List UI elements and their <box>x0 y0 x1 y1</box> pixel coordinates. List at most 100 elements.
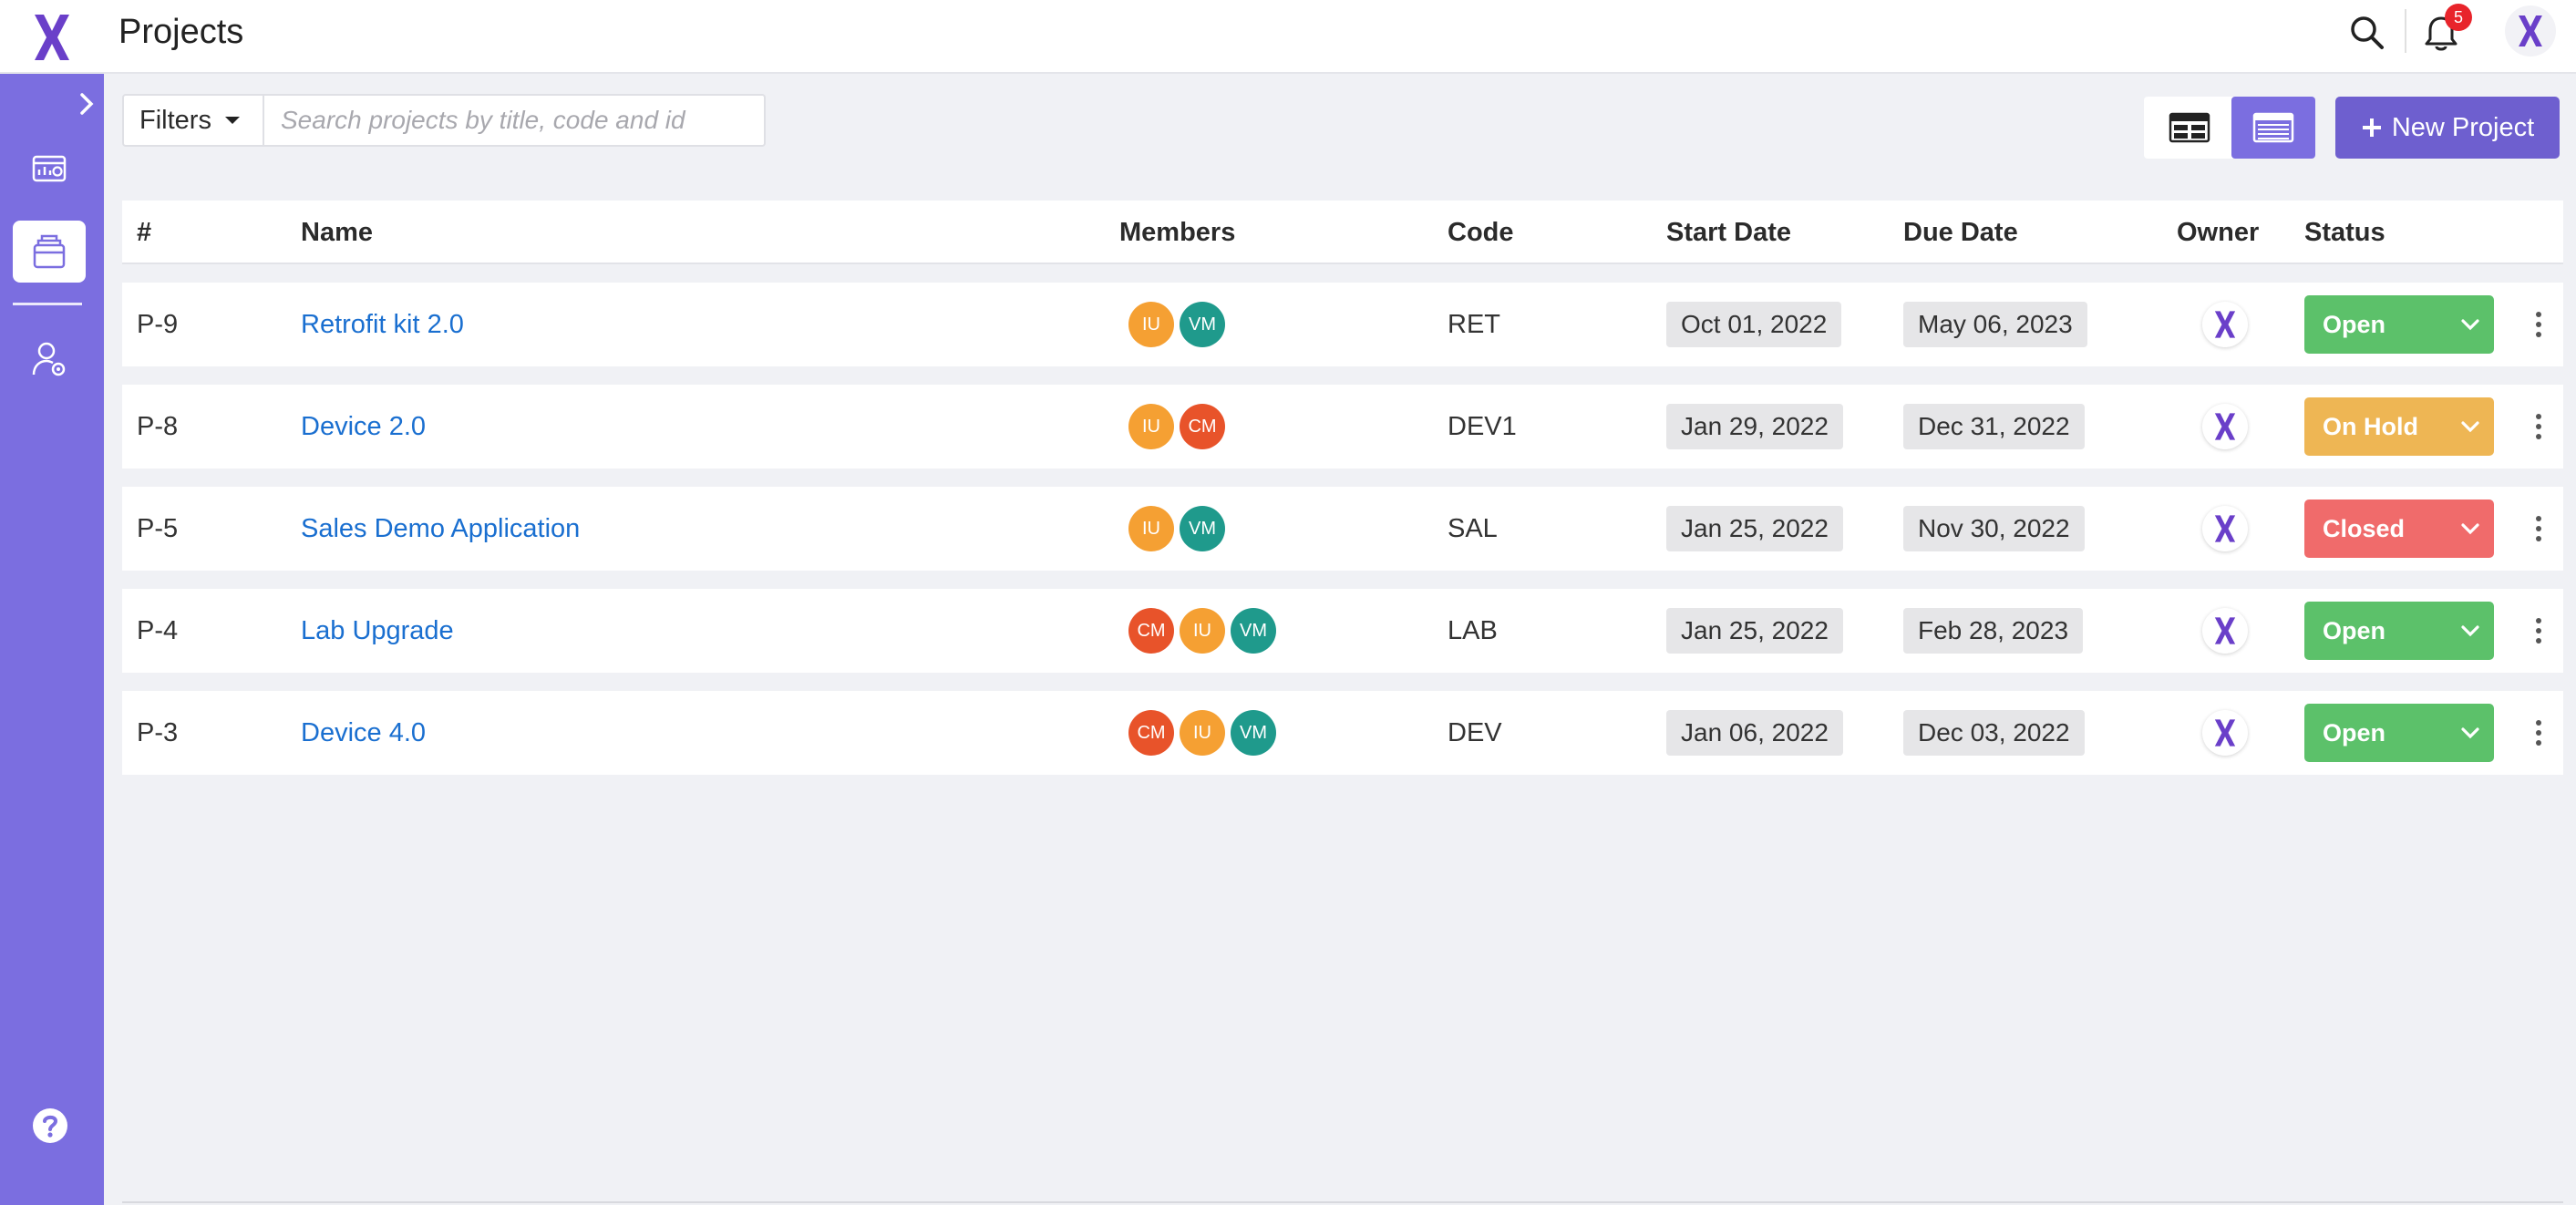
column-status[interactable]: Status <box>2304 218 2385 247</box>
status-label: Open <box>2323 616 2386 644</box>
project-name-link[interactable]: Sales Demo Application <box>301 513 581 543</box>
status-label: Closed <box>2323 514 2406 542</box>
status-dropdown[interactable]: Open <box>2304 704 2494 762</box>
column-code[interactable]: Code <box>1448 218 1514 247</box>
app-logo[interactable] <box>0 0 104 74</box>
column-start-date[interactable]: Start Date <box>1666 218 1791 247</box>
members-list: IU VM <box>1128 283 1225 366</box>
search-button[interactable] <box>2347 13 2387 53</box>
owner-avatar[interactable] <box>2202 404 2248 449</box>
owner-cell <box>2202 691 2248 775</box>
status-cell: Open <box>2304 283 2494 366</box>
project-name-link[interactable]: Lab Upgrade <box>301 615 454 645</box>
user-settings-icon <box>32 342 66 376</box>
member-avatar[interactable]: VM <box>1180 302 1225 347</box>
project-code: LAB <box>1448 615 1498 645</box>
chevron-down-icon <box>2461 421 2479 433</box>
project-code: DEV <box>1448 717 1502 747</box>
owner-avatar[interactable] <box>2202 506 2248 551</box>
user-avatar[interactable] <box>2505 5 2556 57</box>
column-owner[interactable]: Owner <box>2177 218 2260 247</box>
column-name[interactable]: Name <box>301 218 373 247</box>
sidebar-item-users[interactable] <box>13 328 86 390</box>
status-cell: On Hold <box>2304 385 2494 469</box>
table-row[interactable]: P-4 Lab Upgrade CM IU VM LAB Jan 25, 2022 … <box>122 589 2563 673</box>
due-date: May 06, 2023 <box>1903 302 2087 347</box>
owner-avatar[interactable] <box>2202 302 2248 347</box>
more-vertical-icon <box>2536 312 2541 337</box>
sidebar-item-dashboard[interactable] <box>13 138 86 200</box>
project-id: P-8 <box>137 411 179 441</box>
member-avatar[interactable]: CM <box>1128 710 1174 756</box>
list-view-button[interactable] <box>2231 97 2315 159</box>
due-date-cell: Feb 28, 2023 <box>1903 589 2084 673</box>
member-avatar[interactable]: VM <box>1231 710 1276 756</box>
member-avatar[interactable]: IU <box>1128 506 1174 551</box>
x-logo-icon <box>2214 515 2236 542</box>
member-avatar[interactable]: VM <box>1231 608 1276 654</box>
help-button[interactable] <box>31 1107 69 1145</box>
members-list: IU CM <box>1128 385 1225 469</box>
status-dropdown[interactable]: Closed <box>2304 500 2494 558</box>
new-project-button[interactable]: New Project <box>2335 97 2560 159</box>
more-vertical-icon <box>2536 618 2541 644</box>
page-title: Projects <box>118 13 244 51</box>
row-menu-button[interactable] <box>2525 487 2552 571</box>
due-date-cell: Nov 30, 2022 <box>1903 487 2085 571</box>
member-avatar[interactable]: IU <box>1180 608 1225 654</box>
view-toggle <box>2144 97 2315 159</box>
filters-button[interactable]: Filters <box>122 94 264 147</box>
start-date: Jan 25, 2022 <box>1666 608 1843 654</box>
table-header: # Name Members Code Start Date Due Date … <box>122 201 2563 264</box>
column-members[interactable]: Members <box>1119 218 1236 247</box>
row-menu-button[interactable] <box>2525 283 2552 366</box>
members-list: CM IU VM <box>1128 691 1276 775</box>
notification-badge: 5 <box>2445 4 2472 31</box>
search-input[interactable] <box>264 94 766 147</box>
start-date: Oct 01, 2022 <box>1666 302 1842 347</box>
owner-avatar[interactable] <box>2202 710 2248 756</box>
owner-cell <box>2202 283 2248 366</box>
status-dropdown[interactable]: Open <box>2304 295 2494 354</box>
status-dropdown[interactable]: On Hold <box>2304 397 2494 456</box>
project-name-link[interactable]: Device 4.0 <box>301 717 427 747</box>
project-code: RET <box>1448 309 1500 339</box>
project-name-link[interactable]: Retrofit kit 2.0 <box>301 309 464 339</box>
sidebar-expand-button[interactable] <box>71 88 102 119</box>
column-id[interactable]: # <box>137 218 152 247</box>
folders-icon <box>33 234 66 269</box>
table-row[interactable]: P-5 Sales Demo Application IU VM SAL Jan … <box>122 487 2563 571</box>
row-menu-button[interactable] <box>2525 691 2552 775</box>
start-date: Jan 25, 2022 <box>1666 506 1843 551</box>
row-menu-button[interactable] <box>2525 385 2552 469</box>
table-row[interactable]: P-8 Device 2.0 IU CM DEV1 Jan 29, 2022 De… <box>122 385 2563 469</box>
row-menu-button[interactable] <box>2525 589 2552 673</box>
member-avatar[interactable]: VM <box>1180 506 1225 551</box>
member-avatar[interactable]: IU <box>1128 302 1174 347</box>
member-avatar[interactable]: CM <box>1128 608 1174 654</box>
new-project-label: New Project <box>2391 112 2535 142</box>
column-due-date[interactable]: Due Date <box>1903 218 2018 247</box>
status-label: Open <box>2323 718 2386 747</box>
status-cell: Closed <box>2304 487 2494 571</box>
status-dropdown[interactable]: Open <box>2304 602 2494 660</box>
filters-label: Filters <box>139 105 211 135</box>
grid-view-button[interactable] <box>2148 97 2231 159</box>
owner-avatar[interactable] <box>2202 608 2248 654</box>
owner-cell <box>2202 487 2248 571</box>
start-date: Jan 29, 2022 <box>1666 404 1843 449</box>
member-avatar[interactable]: CM <box>1180 404 1225 449</box>
table-row[interactable]: P-3 Device 4.0 CM IU VM DEV Jan 06, 2022 D… <box>122 691 2563 775</box>
member-avatar[interactable]: IU <box>1128 404 1174 449</box>
grid-view-icon <box>2169 112 2210 143</box>
project-name-link[interactable]: Device 2.0 <box>301 411 427 441</box>
list-view-icon <box>2252 112 2294 143</box>
due-date-cell: May 06, 2023 <box>1903 283 2087 366</box>
sidebar-item-projects[interactable] <box>13 221 86 283</box>
table-row[interactable]: P-9 Retrofit kit 2.0 IU VM RET Oct 01, 20… <box>122 283 2563 366</box>
chevron-right-icon <box>80 93 94 115</box>
due-date-cell: Dec 03, 2022 <box>1903 691 2085 775</box>
project-code: DEV1 <box>1448 411 1517 441</box>
owner-cell <box>2202 385 2248 469</box>
member-avatar[interactable]: IU <box>1180 710 1225 756</box>
